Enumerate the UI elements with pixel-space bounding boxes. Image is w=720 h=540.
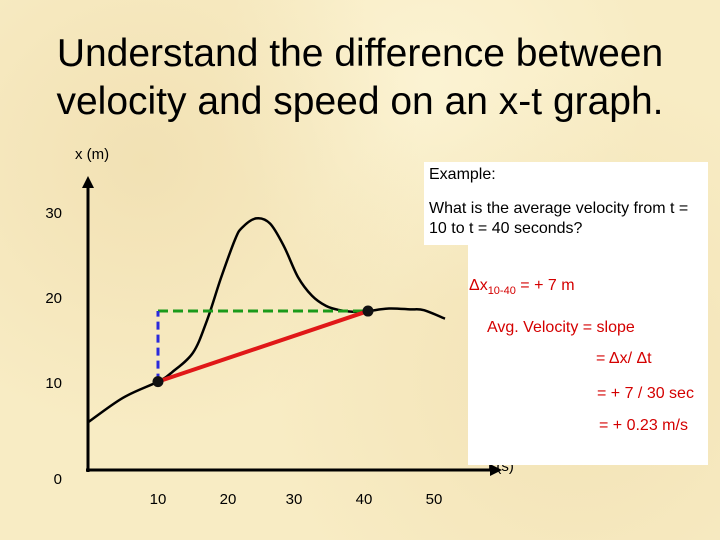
example-label: Example: [429,166,496,183]
y-tick-label: 10 [45,375,62,392]
slope-value-text: = + 7 / 30 sec [597,385,694,402]
curve-point [362,305,374,317]
x-tick-label: 50 [426,491,443,508]
delta-x-value: = + 7 m [515,277,575,294]
y-axis-label: x (m) [75,146,109,163]
y-tick-labels: 0 10 20 30 [45,205,62,488]
y-tick-label: 30 [45,205,62,222]
delta-x-subscript: 10-40 [487,285,516,298]
y-tick-label: 20 [45,290,62,307]
slope-formula-text: = Δx/ Δt [596,350,652,367]
position-curve [87,216,446,424]
y-tick-label: 0 [54,471,62,488]
x-tick-label: 20 [220,491,237,508]
curve-points [152,305,374,388]
x-tick-label: 10 [150,491,167,508]
avg-velocity-text: Avg. Velocity = slope [487,319,635,336]
example-box: Example: What is the average velocity fr… [424,162,708,245]
x-tick-labels: 10 20 30 40 50 [150,491,443,508]
curve-point [152,376,164,388]
title-line-2: velocity and speed on an x-t graph. [56,80,664,123]
result-text: = + 0.23 m/s [599,417,688,434]
calculation-box [468,245,708,465]
slide-title: Understand the difference between veloci… [0,30,720,126]
example-question: What is the average velocity from t = 10… [429,200,689,237]
y-axis-arrowhead [82,176,94,188]
delta-x-symbol: Δx [469,277,488,294]
x-tick-label: 40 [356,491,373,508]
delta-x-line: Δx10-40 = + 7 m [469,277,575,297]
title-line-1: Understand the difference between [56,32,664,75]
x-tick-label: 30 [286,491,303,508]
x-axis-arrowhead [490,464,502,476]
secant-slope-line [157,309,369,384]
